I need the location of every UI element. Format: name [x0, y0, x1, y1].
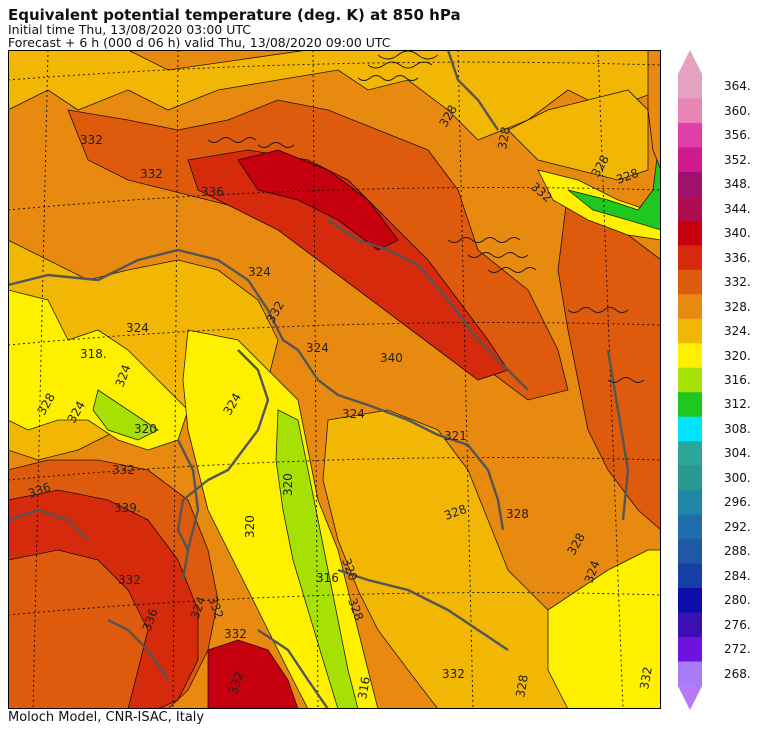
colorbar-level-label: 272. [724, 642, 751, 657]
colorbar-level-label: 356. [724, 128, 751, 143]
contour-label: 318. [80, 347, 107, 361]
contour-label: 320 [281, 473, 295, 496]
contour-label: 332 [224, 627, 247, 641]
contour-label: 316 [316, 571, 339, 585]
colorbar-level-label: 336. [724, 250, 751, 265]
equivalent-temperature-map: 332 332 336 324 328 328 328 332 328 318.… [8, 50, 661, 709]
colorbar [678, 50, 702, 710]
colorbar-swatch [678, 392, 702, 418]
region-340-south [207, 639, 299, 709]
contour-label: 332 [637, 666, 655, 691]
colorbar-level-label: 352. [724, 152, 751, 167]
colorbar-level-label: 284. [724, 568, 751, 583]
colorbar-level-label: 304. [724, 446, 751, 461]
contour-label: 324 [342, 407, 365, 421]
colorbar-swatch [678, 245, 702, 271]
terrain-contour-clutter [207, 50, 645, 383]
colorbar-bottom-arrow [678, 686, 702, 710]
contour-label: 320 [243, 515, 257, 538]
forecast-label: Forecast + 6 h (000 d 06 h) valid Thu, 1… [8, 35, 391, 50]
coastlines [8, 50, 630, 709]
colorbar-swatch [678, 147, 702, 173]
contour-label: 332 [442, 667, 465, 681]
colorbar-level-label: 340. [724, 226, 751, 241]
colorbar-level-label: 296. [724, 495, 751, 510]
colorbar-swatch [678, 661, 702, 687]
contour-label: 321 [444, 429, 467, 443]
colorbar-level-label: 328. [724, 299, 751, 314]
colorbar-level-label: 300. [724, 470, 751, 485]
colorbar-level-label: 288. [724, 544, 751, 559]
contour-label: 340 [380, 351, 403, 365]
map-frame [8, 50, 661, 709]
contour-label: 324 [306, 341, 329, 355]
colorbar-level-label: 324. [724, 324, 751, 339]
region-328-northeast-band [647, 50, 661, 171]
colorbar-level-label: 364. [724, 79, 751, 94]
contour-label: 316 [355, 676, 373, 701]
colorbar-swatch [678, 122, 702, 148]
colorbar-swatch [678, 269, 702, 295]
contour-label: 328 [513, 674, 531, 699]
contour-label: 324 [248, 265, 271, 279]
colorbar-swatch [678, 367, 702, 393]
graticule [8, 50, 661, 709]
colorbar-level-label: 344. [724, 201, 751, 216]
contour-label: 332 [140, 167, 163, 181]
colorbar-swatch [678, 588, 702, 614]
colorbar-swatch [678, 637, 702, 663]
contour-label: 332 [118, 573, 141, 587]
region-324-north [8, 50, 661, 141]
colorbar-swatch [678, 98, 702, 124]
colorbar-level-label: 280. [724, 593, 751, 608]
colorbar-swatch [678, 490, 702, 516]
colorbar-swatch [678, 343, 702, 369]
contour-label: 328 [506, 507, 529, 521]
model-credit: Moloch Model, CNR-ISAC, Italy [8, 710, 205, 725]
colorbar-top-arrow [678, 50, 702, 74]
region-340-core [237, 149, 399, 251]
colorbar-level-label: 268. [724, 666, 751, 681]
colorbar-swatch [678, 294, 702, 320]
colorbar-swatch [678, 514, 702, 540]
colorbar-swatch [678, 563, 702, 589]
colorbar-level-label: 360. [724, 103, 751, 118]
region-324-northeast [507, 89, 649, 181]
colorbar-level-label: 316. [724, 373, 751, 387]
contour-label: 332 [112, 463, 135, 477]
colorbar-level-label: 348. [724, 177, 751, 192]
colorbar-swatch [678, 196, 702, 222]
colorbar-swatch [678, 441, 702, 467]
colorbar-swatch [678, 318, 702, 344]
colorbar-swatch [678, 612, 702, 638]
map-title: Equivalent potential temperature (deg. K… [8, 6, 461, 24]
colorbar-swatch [678, 171, 702, 197]
colorbar-swatch [678, 465, 702, 491]
colorbar-level-label: 292. [724, 519, 751, 534]
contour-label: 324 [126, 321, 149, 335]
contour-label: 332 [80, 133, 103, 147]
colorbar-level-label: 320. [724, 348, 751, 363]
colorbar-level-label: 312. [724, 397, 751, 412]
colorbar-level-label: 276. [724, 617, 751, 632]
colorbar-swatch [678, 539, 702, 565]
colorbar-swatch [678, 74, 702, 99]
initial-time-label: Initial time Thu, 13/08/2020 03:00 UTC [8, 22, 251, 37]
region-316-central [275, 409, 359, 709]
contour-label: 328 [495, 126, 513, 151]
region-320-southeast [547, 549, 661, 709]
colorbar-level-label: 308. [724, 421, 751, 436]
contour-label: 339. [114, 501, 141, 515]
colorbar-level-label: 332. [724, 275, 751, 290]
contour-label: 320 [134, 422, 157, 436]
colorbar-swatch [678, 220, 702, 246]
colorbar-swatch [678, 416, 702, 442]
region-316-west [92, 389, 159, 441]
contour-label: 336 [201, 185, 224, 199]
